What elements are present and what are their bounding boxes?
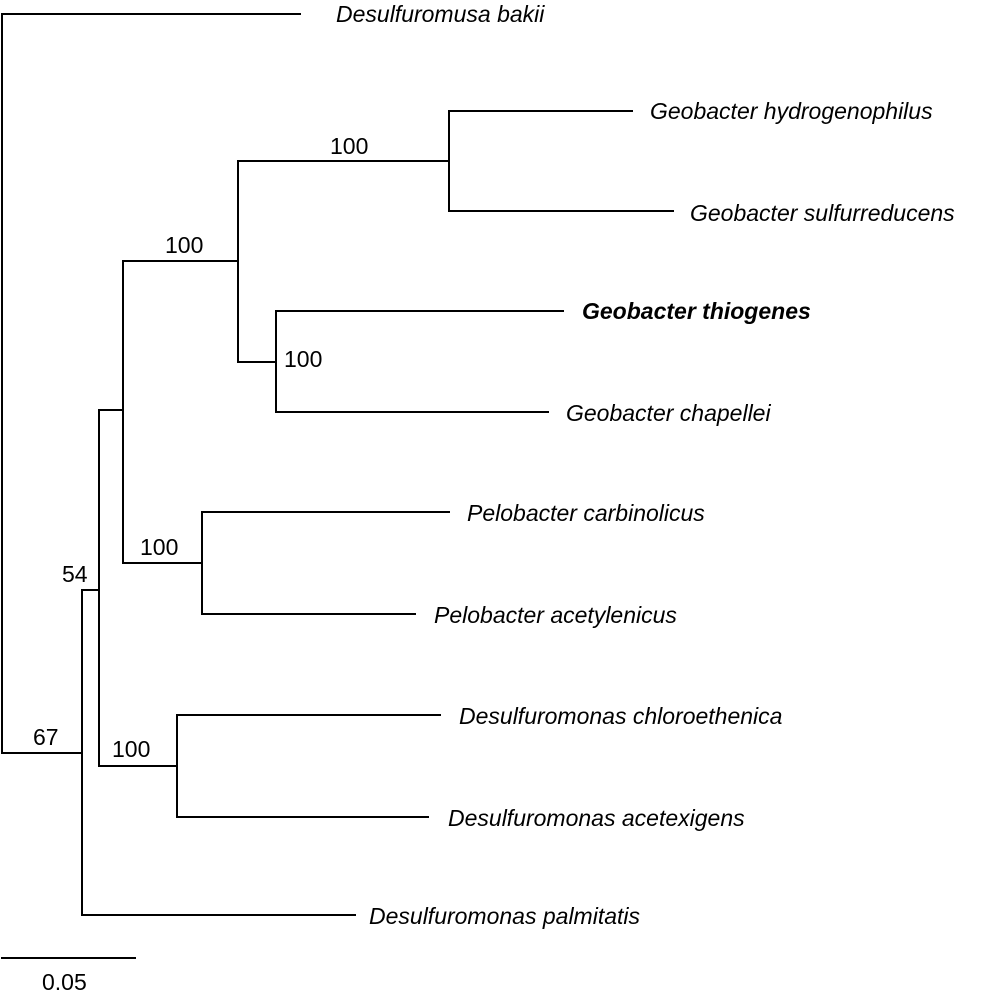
taxon-geobacter-hydrogenophilus: Geobacter hydrogenophilus bbox=[650, 98, 933, 124]
support-values: 100 100 100 100 54 67 100 bbox=[33, 133, 368, 762]
taxon-desulfuromonas-palmitatis: Desulfuromonas palmitatis bbox=[369, 903, 641, 929]
support-thiogenes-chapellei: 100 bbox=[284, 346, 322, 372]
support-desulfuromonas-chloro-acet: 100 bbox=[112, 736, 150, 762]
scale-bar-label: 0.05 bbox=[42, 969, 87, 994]
taxon-pelobacter-carbinolicus: Pelobacter carbinolicus bbox=[467, 500, 705, 526]
taxon-labels: Desulfuromusa bakii Geobacter hydrogenop… bbox=[336, 1, 955, 929]
support-node-54: 54 bbox=[62, 561, 88, 587]
support-pelobacter-clade: 100 bbox=[140, 534, 178, 560]
taxon-desulfuromonas-chloroethenica: Desulfuromonas chloroethenica bbox=[459, 703, 782, 729]
support-geobacter-hydro-sulf: 100 bbox=[330, 133, 368, 159]
taxon-geobacter-chapellei: Geobacter chapellei bbox=[566, 400, 771, 426]
support-node-67: 67 bbox=[33, 724, 59, 750]
taxon-desulfuromonas-acetexigens: Desulfuromonas acetexigens bbox=[448, 805, 745, 831]
tree-branches bbox=[1, 13, 674, 959]
support-geobacter-clade: 100 bbox=[165, 232, 203, 258]
taxon-geobacter-thiogenes: Geobacter thiogenes bbox=[582, 298, 811, 324]
taxon-desulfuromusa-bakii: Desulfuromusa bakii bbox=[336, 1, 545, 27]
taxon-pelobacter-acetylenicus: Pelobacter acetylenicus bbox=[434, 602, 677, 628]
taxon-geobacter-sulfurreducens: Geobacter sulfurreducens bbox=[690, 200, 955, 226]
